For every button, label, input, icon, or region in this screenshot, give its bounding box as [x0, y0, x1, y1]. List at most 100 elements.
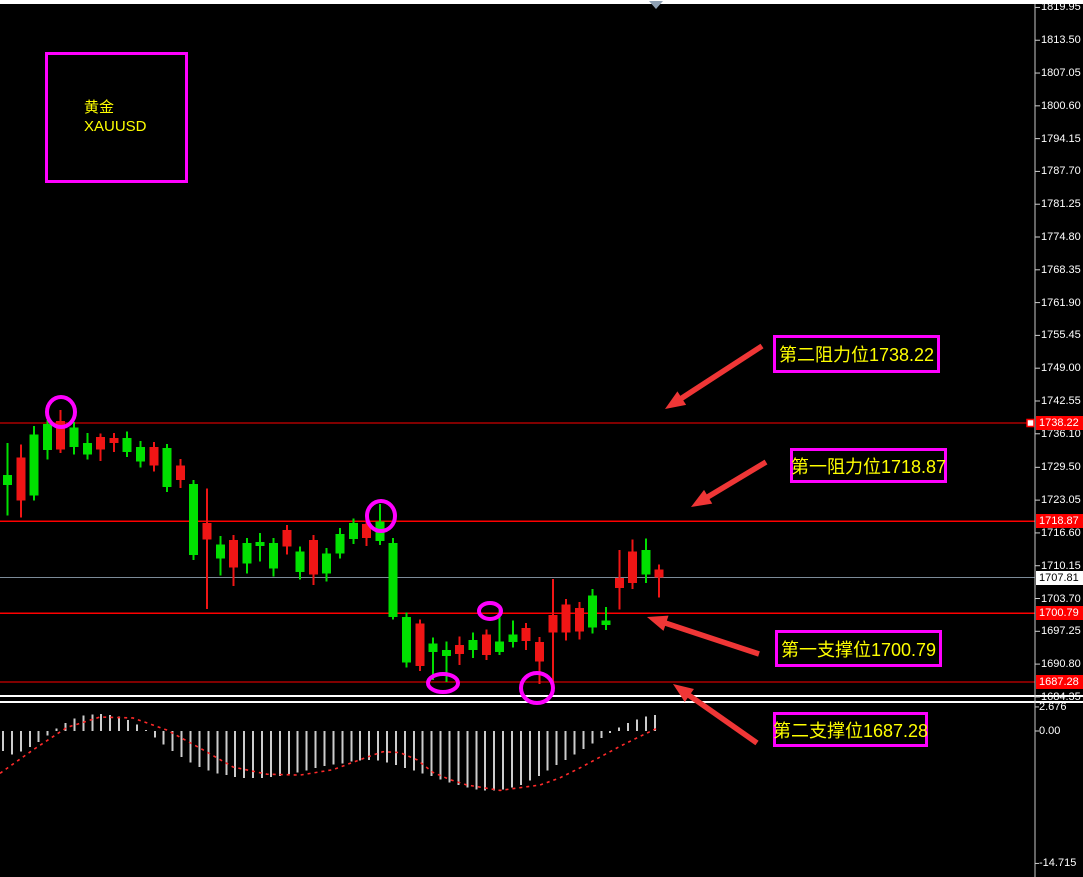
price-axis-label: 1794.15 — [1041, 132, 1081, 145]
annotation-arrow-head — [647, 615, 669, 631]
annotation-arrow-head — [673, 684, 694, 703]
candle-body — [175, 465, 185, 481]
candle-body — [202, 522, 212, 540]
price-tag-support-1: 1700.79 — [1036, 606, 1083, 621]
indicator-axis-label: -14.715 — [1039, 857, 1077, 870]
line-end-marker — [1026, 418, 1035, 428]
candle-body — [322, 553, 332, 574]
highlight-circle — [365, 499, 397, 533]
candle-body — [481, 634, 491, 655]
price-axis-label: 1690.80 — [1041, 658, 1081, 671]
annotation-arrow-shaft — [661, 619, 760, 657]
annotation-resistance-1: 第一阻力位1718.87 — [790, 448, 947, 483]
candle-body — [574, 608, 584, 632]
candle-body — [455, 644, 465, 654]
annotation-support-2-label: 第二支撑位1687.28 — [772, 720, 929, 741]
candle-body — [508, 634, 518, 643]
candle-body — [588, 595, 598, 628]
symbol-name-cn: 黄金 — [84, 99, 115, 116]
symbol-label-box: 黄金 XAUUSD — [45, 52, 188, 183]
candle-body — [16, 457, 26, 501]
price-axis-label: 1774.80 — [1041, 231, 1081, 243]
price-axis-label: 1710.15 — [1041, 559, 1081, 572]
candle-body — [136, 446, 145, 462]
highlight-circle — [519, 671, 555, 705]
annotation-resistance-2: 第二阻力位1738.22 — [773, 335, 940, 373]
candle-body — [122, 437, 132, 453]
candle-body — [255, 542, 265, 547]
candle-body — [415, 623, 425, 667]
candle-body — [441, 649, 451, 656]
price-axis-label: 1703.70 — [1041, 592, 1081, 605]
price-axis-label: 1736.10 — [1041, 427, 1081, 440]
annotation-support-2: 第二支撑位1687.28 — [773, 712, 928, 747]
indicator-axis-label: 2.676 — [1039, 700, 1067, 713]
price-axis-label: 1813.50 — [1041, 34, 1081, 47]
candle-body — [162, 448, 172, 488]
price-axis-label: 1761.90 — [1041, 296, 1081, 309]
candle-body — [495, 641, 505, 652]
price-axis-label: 1729.50 — [1041, 461, 1081, 474]
candle-body — [535, 642, 544, 662]
candle-body — [654, 569, 664, 578]
candle-body — [561, 604, 571, 633]
candle-body — [229, 540, 239, 568]
price-axis-label: 1742.55 — [1041, 394, 1081, 407]
candle-body — [215, 544, 225, 559]
candle-body — [388, 543, 398, 617]
price-tag-resistance-2: 1738.22 — [1036, 416, 1083, 430]
candle-body — [521, 628, 531, 642]
annotation-arrow-head — [665, 391, 687, 409]
candle-body — [29, 434, 39, 496]
candle-body — [335, 533, 345, 554]
candle-body — [308, 540, 318, 575]
annotation-arrow-head — [691, 489, 713, 507]
candle-body — [282, 529, 292, 547]
price-axis-label: 1787.70 — [1041, 165, 1081, 178]
price-axis-label: 1800.60 — [1041, 99, 1081, 112]
candle-body — [468, 640, 478, 650]
annotation-arrow-shaft — [676, 343, 764, 403]
candle-body — [109, 437, 119, 443]
candle-body — [82, 442, 92, 455]
price-axis-label: 1807.05 — [1041, 67, 1081, 80]
annotation-resistance-2-label: 第二阻力位1738.22 — [778, 345, 935, 365]
highlight-circle — [426, 672, 460, 694]
highlight-circle — [45, 395, 77, 429]
candle-body — [242, 543, 252, 564]
candle-body — [428, 643, 438, 652]
candle-body — [628, 551, 638, 583]
price-tag-resistance-1: 1718.87 — [1036, 514, 1083, 529]
annotation-arrow-shaft — [684, 690, 759, 746]
candle-body — [641, 550, 651, 575]
candle-body — [269, 543, 278, 569]
candle-body — [3, 474, 12, 486]
price-axis-label: 1684.35 — [1041, 690, 1081, 703]
scroll-position-marker-icon[interactable] — [649, 1, 663, 9]
candle-body — [149, 446, 159, 466]
candle-body — [614, 578, 624, 588]
annotation-resistance-1-label: 第一阻力位1718.87 — [790, 456, 947, 477]
highlight-circle — [477, 601, 503, 621]
candle-body — [362, 523, 372, 539]
price-axis-label: 1781.25 — [1041, 198, 1081, 211]
candle-body — [601, 620, 611, 625]
price-axis-label: 1755.45 — [1041, 329, 1081, 342]
candle-body — [42, 424, 52, 451]
candle-body — [295, 551, 305, 573]
annotation-arrow-shaft — [703, 459, 768, 502]
price-axis-label: 1749.00 — [1041, 362, 1081, 375]
candle-body — [402, 616, 411, 663]
candle-body — [189, 484, 199, 555]
indicator-axis-label: 0.00 — [1039, 725, 1061, 737]
candle-body — [56, 421, 66, 450]
annotation-support-1: 第一支撑位1700.79 — [775, 630, 942, 667]
price-tag-support-2: 1687.28 — [1036, 674, 1083, 689]
candle-body — [348, 522, 358, 540]
price-axis-label: 1723.05 — [1041, 494, 1081, 507]
annotation-support-1-label: 第一支撑位1700.79 — [780, 639, 937, 660]
candle-body — [69, 427, 79, 447]
current-price-tag: 1707.81 — [1036, 570, 1083, 585]
